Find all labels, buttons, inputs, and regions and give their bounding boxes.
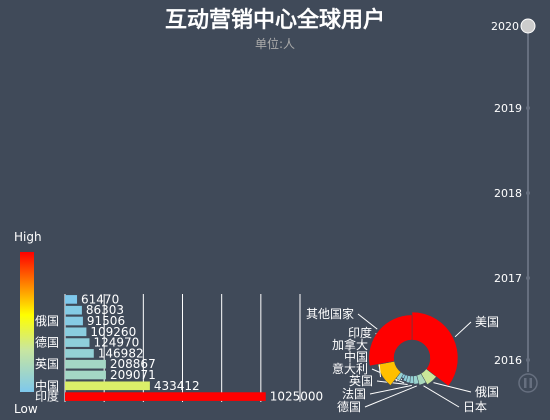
bar[interactable]: [65, 392, 266, 401]
chart-title: 互动营销中心全球用户: [165, 7, 385, 33]
timeline-year-label[interactable]: 2017: [494, 272, 522, 285]
bar[interactable]: [65, 370, 106, 380]
pie-slice[interactable]: [411, 311, 459, 387]
bar-category-label: 印度: [35, 389, 59, 404]
bar[interactable]: [65, 349, 94, 358]
visual-map-low-label: Low: [14, 402, 38, 416]
timeline[interactable]: 2016 2017 2018 2019 2020: [491, 18, 538, 393]
bar[interactable]: [65, 316, 83, 326]
timeline-tick[interactable]: [526, 276, 530, 280]
timeline-year-label[interactable]: 2016: [494, 354, 522, 367]
pie-label-line: [423, 385, 460, 408]
bar[interactable]: [65, 305, 82, 315]
bar-value-label: 146982: [98, 346, 144, 360]
pie-slice-label: 中国: [344, 349, 368, 364]
pie-label-line: [433, 382, 472, 393]
timeline-year-label[interactable]: 2019: [494, 102, 522, 115]
bar-value-label: 124970: [93, 336, 139, 350]
bar[interactable]: [65, 381, 150, 391]
pie-slice-label: 德国: [337, 399, 361, 414]
chart-subtitle: 单位:人: [255, 36, 295, 51]
timeline-year-label[interactable]: 2020: [491, 20, 519, 33]
pie-slice-label: 法国: [342, 387, 366, 401]
visual-map-high-label: High: [14, 230, 42, 244]
pie-slice-label: 俄国: [475, 385, 499, 399]
timeline-tick[interactable]: [526, 191, 530, 195]
pie-slice-label: 印度: [348, 325, 372, 340]
pie-slice-label: 日本: [463, 400, 487, 414]
pie-label-line: [454, 321, 472, 338]
bar-category-label: 德国: [35, 335, 59, 350]
bar-value-label: 209071: [110, 368, 156, 382]
bar-value-label: 1025000: [270, 390, 323, 404]
bar-value-label: 61470: [81, 292, 119, 306]
bar-value-label: 86303: [86, 303, 124, 317]
timeline-current-handle[interactable]: [520, 18, 536, 34]
visual-map[interactable]: High Low: [14, 230, 42, 416]
visual-map-gradient-bar[interactable]: [20, 252, 34, 392]
bar[interactable]: [65, 359, 106, 369]
pie-label-line: [369, 384, 412, 395]
bar-category-label: 英国: [35, 357, 59, 371]
pie-slice-label: 美国: [475, 315, 499, 329]
bar[interactable]: [65, 327, 87, 337]
timeline-tick[interactable]: [526, 358, 530, 362]
pie-label-line: [357, 313, 378, 330]
bar-value-label: 433412: [154, 379, 200, 393]
pie-label-line: [364, 385, 417, 408]
pie-slice[interactable]: [368, 314, 413, 367]
bar[interactable]: [65, 338, 90, 347]
timeline-tick[interactable]: [526, 106, 530, 110]
bar-category-label: 俄国: [35, 314, 59, 328]
bar-value-label: 91506: [87, 314, 125, 328]
pie-slice-label: 意大利: [332, 361, 368, 376]
bar-category-label: 中国: [35, 378, 59, 393]
pie-slice-label: 英国: [349, 374, 373, 388]
pause-icon[interactable]: [518, 373, 538, 393]
bar-value-label: 109260: [90, 325, 136, 339]
pie-slice-label: 加拿大: [332, 337, 368, 352]
bar[interactable]: [65, 295, 78, 304]
bar-value-label: 208867: [110, 357, 156, 371]
timeline-year-label[interactable]: 2018: [494, 187, 522, 200]
pie-slice-label: 其他国家: [306, 306, 354, 321]
